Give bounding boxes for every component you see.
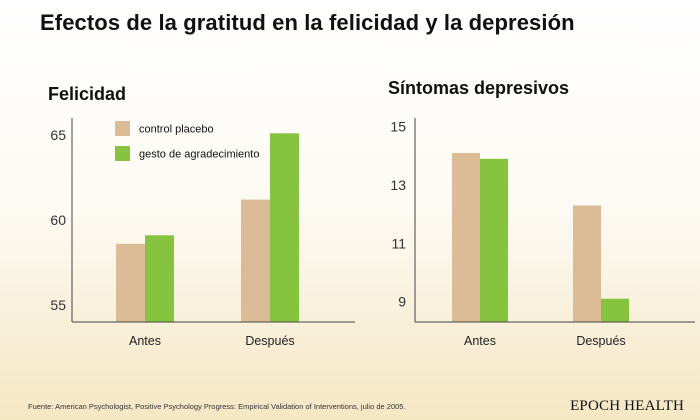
- legend-swatch-gratitud: [115, 146, 130, 161]
- sintomas-y-tick-label: 9: [398, 294, 406, 310]
- felicidad-y-tick-label: 65: [50, 127, 66, 143]
- sintomas-y-tick-label: 11: [391, 235, 406, 251]
- sintomas-x-tick-label: Antes: [464, 334, 496, 348]
- felicidad-bar-gratitud-0: [145, 235, 174, 322]
- sintomas-bar-control-0: [452, 152, 480, 322]
- felicidad-bar-gratitud-1: [270, 133, 299, 322]
- felicidad-chart-title: Felicidad: [48, 84, 126, 104]
- sintomas-bar-gratitud-1: [601, 298, 629, 322]
- felicidad-y-tick-label: 60: [50, 212, 66, 228]
- felicidad-bar-control-0: [116, 243, 145, 322]
- page-title: Efectos de la gratitud en la felicidad y…: [40, 10, 575, 35]
- sintomas-chart-title: Síntomas depresivos: [388, 78, 569, 98]
- sintomas-bar-gratitud-0: [480, 158, 508, 322]
- legend-label-control: control placebo: [139, 124, 214, 136]
- felicidad-bar-control-1: [241, 199, 270, 322]
- legend-label-gratitud: gesto de agradecimiento: [139, 149, 259, 161]
- felicidad-y-tick-label: 55: [50, 297, 66, 313]
- felicidad-x-tick-label: Después: [245, 334, 294, 348]
- sintomas-y-tick-label: 15: [390, 119, 406, 135]
- felicidad-x-tick-label: Antes: [129, 334, 161, 348]
- sintomas-bar-control-1: [573, 205, 601, 322]
- sintomas-y-tick-label: 13: [390, 177, 406, 193]
- sintomas-x-tick-label: Después: [576, 334, 625, 348]
- brand-logo: EPOCH HEALTH: [570, 398, 684, 414]
- legend-swatch-control: [115, 121, 130, 136]
- source-footnote: Fuente: American Psychologist, Positive …: [28, 402, 406, 411]
